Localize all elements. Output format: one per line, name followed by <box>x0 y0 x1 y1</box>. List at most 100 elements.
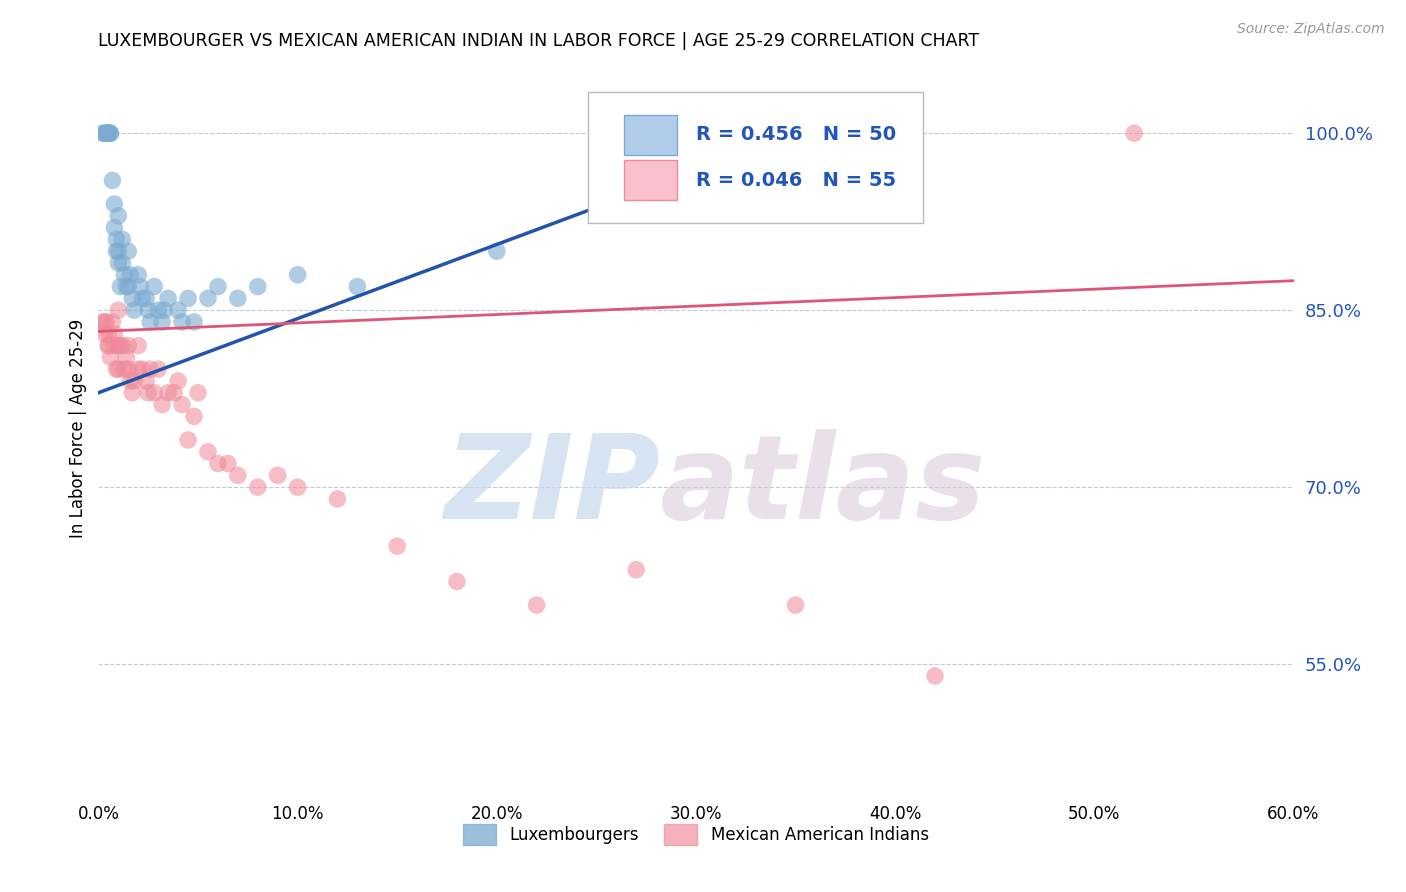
Point <box>107 338 129 352</box>
Point <box>177 433 200 447</box>
Point <box>148 303 170 318</box>
Point <box>105 232 128 246</box>
Point <box>107 244 129 259</box>
Point <box>150 398 173 412</box>
Point <box>183 315 205 329</box>
Point <box>121 385 143 400</box>
Point <box>97 126 120 140</box>
Point <box>131 362 153 376</box>
Point <box>197 292 219 306</box>
Point <box>107 362 129 376</box>
Point <box>785 126 807 140</box>
Point <box>135 292 157 306</box>
Point <box>163 385 186 400</box>
Point <box>105 362 128 376</box>
Point <box>446 574 468 589</box>
Point <box>172 315 194 329</box>
Point <box>143 385 166 400</box>
Point <box>485 244 508 259</box>
Point <box>157 385 180 400</box>
FancyBboxPatch shape <box>589 92 922 223</box>
Text: ZIP: ZIP <box>444 429 661 544</box>
Point <box>172 398 194 412</box>
Point <box>124 374 146 388</box>
Point <box>107 256 129 270</box>
Point <box>135 374 157 388</box>
Point <box>121 292 143 306</box>
Text: atlas: atlas <box>661 429 987 544</box>
Point <box>97 326 120 341</box>
Point <box>97 126 120 140</box>
Point <box>97 338 120 352</box>
Point <box>143 279 166 293</box>
FancyBboxPatch shape <box>624 161 676 200</box>
Point <box>136 385 159 400</box>
Point <box>150 315 173 329</box>
Point <box>124 303 146 318</box>
Point <box>120 268 142 282</box>
Point <box>1123 126 1146 140</box>
Point <box>526 598 548 612</box>
Point <box>785 598 807 612</box>
Point <box>226 468 249 483</box>
Point <box>98 126 122 140</box>
Point <box>127 268 149 282</box>
Point <box>98 351 122 365</box>
Point <box>107 303 129 318</box>
Point <box>197 444 219 458</box>
Point <box>117 362 139 376</box>
Text: Source: ZipAtlas.com: Source: ZipAtlas.com <box>1237 22 1385 37</box>
Point <box>346 279 368 293</box>
Point <box>385 539 409 553</box>
Point <box>187 385 209 400</box>
Point <box>110 338 132 352</box>
Point <box>115 351 138 365</box>
Point <box>287 480 309 494</box>
Point <box>91 126 114 140</box>
Point <box>111 256 134 270</box>
Point <box>101 315 124 329</box>
Point <box>287 268 309 282</box>
Point <box>96 126 118 140</box>
Text: R = 0.046   N = 55: R = 0.046 N = 55 <box>696 170 896 190</box>
Point <box>127 338 149 352</box>
Point <box>924 669 946 683</box>
Point <box>157 292 180 306</box>
Point <box>103 220 125 235</box>
Point <box>110 279 132 293</box>
Point <box>91 315 114 329</box>
Point <box>105 244 128 259</box>
Point <box>626 563 648 577</box>
Point <box>101 173 124 187</box>
Point <box>153 303 176 318</box>
Point <box>93 126 115 140</box>
Point <box>117 244 139 259</box>
Point <box>103 338 125 352</box>
Point <box>103 326 125 341</box>
Point <box>112 362 135 376</box>
Point <box>139 362 162 376</box>
Point <box>177 292 200 306</box>
Point <box>120 374 142 388</box>
Point <box>246 480 269 494</box>
Point <box>207 457 229 471</box>
Point <box>167 374 190 388</box>
Text: LUXEMBOURGER VS MEXICAN AMERICAN INDIAN IN LABOR FORCE | AGE 25-29 CORRELATION C: LUXEMBOURGER VS MEXICAN AMERICAN INDIAN … <box>98 32 980 50</box>
Point <box>111 338 134 352</box>
Legend: Luxembourgers, Mexican American Indians: Luxembourgers, Mexican American Indians <box>457 818 935 851</box>
Point <box>93 326 115 341</box>
Point <box>148 362 170 376</box>
Text: R = 0.456   N = 50: R = 0.456 N = 50 <box>696 126 896 145</box>
Point <box>226 292 249 306</box>
Point <box>207 279 229 293</box>
Point <box>98 126 122 140</box>
Point <box>111 232 134 246</box>
Point <box>246 279 269 293</box>
Point <box>267 468 290 483</box>
Point <box>117 338 139 352</box>
FancyBboxPatch shape <box>624 115 676 154</box>
Point <box>96 315 118 329</box>
Point <box>127 362 149 376</box>
Point <box>136 303 159 318</box>
Point <box>97 126 120 140</box>
